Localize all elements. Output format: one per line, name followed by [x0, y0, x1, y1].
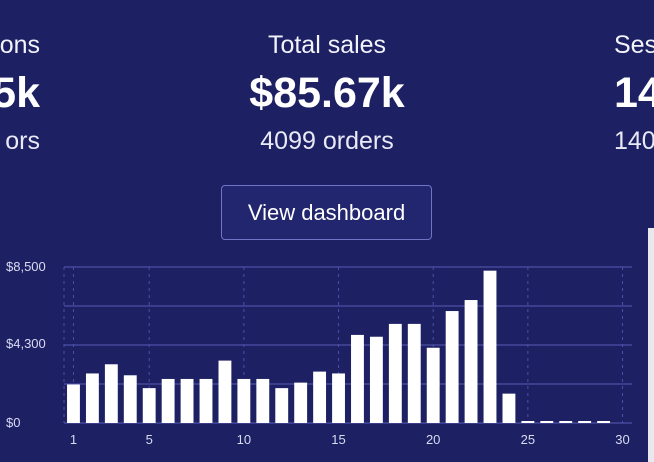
x-tick-label: 30 — [615, 432, 629, 447]
stat-value: 5k — [0, 69, 40, 117]
bar-day-3 — [104, 364, 118, 423]
bar-day-25 — [521, 421, 535, 423]
bar-day-20 — [426, 347, 440, 423]
bar-day-4 — [123, 375, 137, 423]
stat-sub: 140 — [614, 127, 654, 155]
y-tick-label: $8,500 — [6, 259, 46, 274]
bar-day-27 — [559, 421, 573, 423]
bar-day-9 — [218, 360, 232, 423]
bar-day-29 — [597, 421, 611, 423]
x-tick-label: 15 — [331, 432, 345, 447]
bar-day-7 — [180, 378, 194, 423]
bar-day-24 — [502, 393, 516, 423]
x-tick-label: 5 — [146, 432, 153, 447]
bar-day-6 — [161, 378, 175, 423]
stat-label: Total sales — [267, 31, 387, 59]
stat-sub: 4099 orders — [260, 127, 394, 155]
bar-day-18 — [388, 323, 402, 423]
bar-day-2 — [85, 373, 99, 423]
x-tick-label: 10 — [237, 432, 251, 447]
bar-day-22 — [464, 300, 478, 423]
stat-sessions: Ses 14 140 — [614, 30, 654, 156]
bar-day-15 — [332, 373, 345, 423]
bar-day-19 — [407, 323, 421, 423]
panel-edge — [648, 228, 654, 462]
bar-day-12 — [275, 388, 289, 423]
stat-orders: ons 5k ors — [0, 30, 40, 156]
stat-label: ons — [0, 31, 40, 59]
bar-day-17 — [369, 336, 383, 423]
bar-day-11 — [256, 378, 270, 423]
y-tick-label: $0 — [6, 415, 20, 430]
stat-value: $85.67k — [249, 69, 405, 117]
y-tick-label: $4,300 — [6, 336, 46, 351]
x-tick-label: 1 — [70, 432, 77, 447]
bar-day-1 — [67, 384, 80, 423]
stat-sub: ors — [5, 127, 40, 155]
bar-day-14 — [313, 371, 327, 423]
bar-day-26 — [540, 421, 554, 423]
bar-day-5 — [142, 388, 156, 423]
bar-day-8 — [199, 378, 213, 423]
x-tick-label: 25 — [521, 432, 535, 447]
bar-day-16 — [351, 334, 364, 423]
bar-day-10 — [237, 378, 251, 423]
stat-value: 14 — [614, 69, 654, 117]
bar-day-21 — [445, 311, 459, 423]
bar-day-28 — [578, 421, 592, 423]
stat-label: Ses — [614, 31, 654, 59]
stat-total-sales: Total sales $85.67k 4099 orders — [197, 30, 457, 156]
x-tick-label: 20 — [426, 432, 440, 447]
view-dashboard-button[interactable]: View dashboard — [221, 185, 432, 240]
bar-day-23 — [483, 270, 497, 423]
bar-day-13 — [294, 382, 308, 423]
